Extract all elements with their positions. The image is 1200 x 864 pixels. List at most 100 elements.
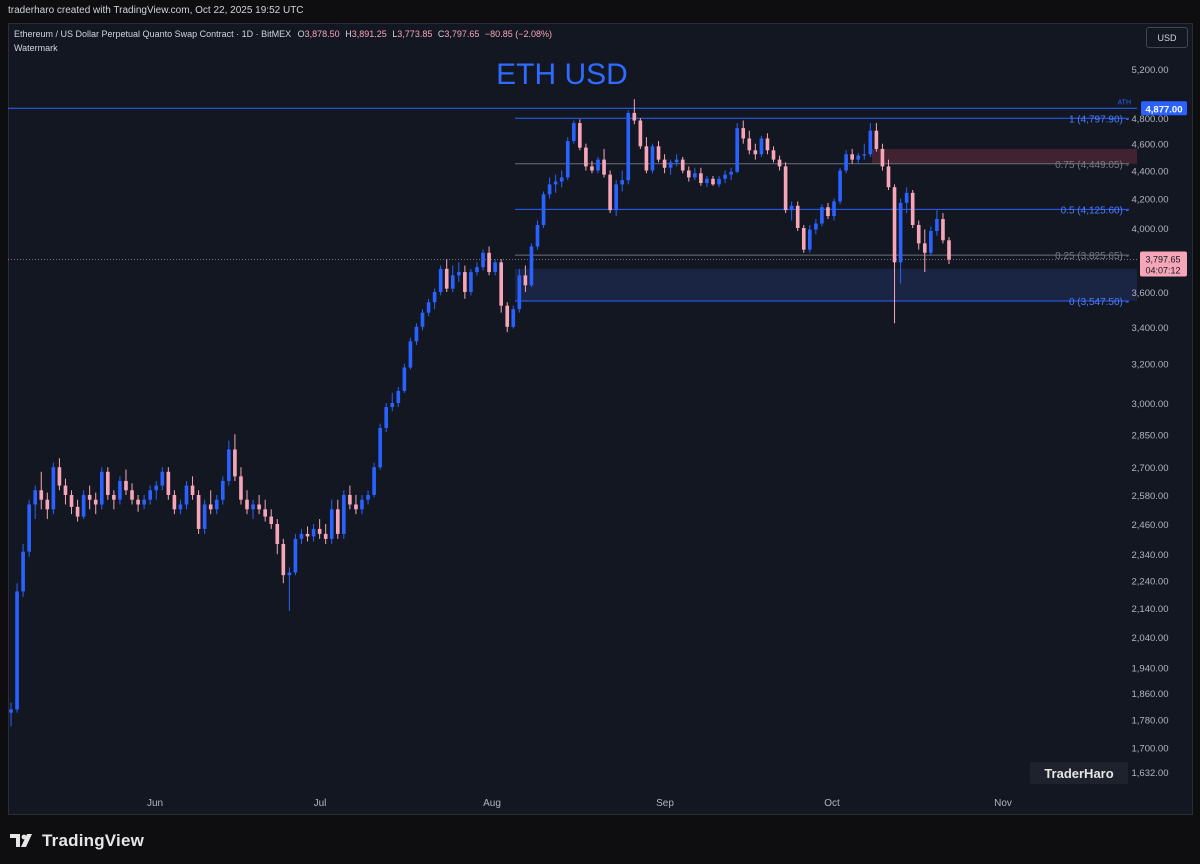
candle[interactable] <box>941 213 945 244</box>
candle[interactable] <box>39 471 44 510</box>
candle[interactable] <box>305 526 310 542</box>
candle[interactable] <box>184 480 189 510</box>
candle[interactable] <box>789 201 794 221</box>
candle[interactable] <box>323 524 328 544</box>
candle[interactable] <box>844 150 848 174</box>
candle[interactable] <box>735 123 740 174</box>
candle[interactable] <box>705 176 709 188</box>
candle[interactable] <box>27 499 31 557</box>
candle[interactable] <box>366 490 370 505</box>
candle[interactable] <box>602 148 606 178</box>
candle[interactable] <box>680 156 685 174</box>
candle[interactable] <box>820 204 824 227</box>
candle[interactable] <box>93 492 98 515</box>
candle[interactable] <box>584 143 588 171</box>
candle[interactable] <box>245 490 249 515</box>
candle[interactable] <box>517 268 522 313</box>
candle[interactable] <box>795 201 800 232</box>
candle[interactable] <box>233 434 237 481</box>
candle[interactable] <box>578 119 582 151</box>
candle[interactable] <box>777 155 782 171</box>
candle[interactable] <box>747 130 752 155</box>
candle[interactable] <box>311 524 316 542</box>
candle[interactable] <box>69 490 74 515</box>
candle[interactable] <box>136 494 140 512</box>
candle[interactable] <box>523 265 528 292</box>
candle[interactable] <box>208 490 213 515</box>
candle[interactable] <box>9 702 13 727</box>
candle[interactable] <box>172 490 177 515</box>
candle[interactable] <box>832 198 836 221</box>
tradingview-branding[interactable]: TradingView <box>10 826 144 856</box>
candle[interactable] <box>935 210 939 236</box>
candle[interactable] <box>608 170 612 214</box>
candle[interactable] <box>904 187 909 214</box>
candle[interactable] <box>644 137 649 174</box>
candle[interactable] <box>227 440 231 486</box>
candle[interactable] <box>886 159 891 191</box>
candle[interactable] <box>202 499 207 534</box>
candle[interactable] <box>190 476 195 500</box>
candle[interactable] <box>342 490 346 539</box>
candle[interactable] <box>929 226 933 256</box>
candle[interactable] <box>814 219 818 235</box>
candle[interactable] <box>916 220 921 250</box>
candle[interactable] <box>874 123 879 152</box>
candle[interactable] <box>450 265 455 292</box>
candle[interactable] <box>178 499 183 515</box>
candle[interactable] <box>87 485 92 510</box>
candle[interactable] <box>922 229 927 273</box>
candle[interactable] <box>329 499 334 544</box>
candle[interactable] <box>850 148 854 164</box>
candle[interactable] <box>717 176 721 188</box>
candle[interactable] <box>541 191 546 228</box>
candle[interactable] <box>693 167 697 181</box>
candle[interactable] <box>396 386 401 408</box>
candle[interactable] <box>469 268 473 296</box>
candle[interactable] <box>614 180 618 217</box>
candle[interactable] <box>269 509 274 529</box>
candle[interactable] <box>571 120 576 144</box>
candle[interactable] <box>481 249 485 271</box>
candle[interactable] <box>741 120 746 144</box>
candle[interactable] <box>51 462 56 515</box>
candle[interactable] <box>214 494 219 515</box>
candle[interactable] <box>880 143 885 171</box>
candle[interactable] <box>220 476 225 505</box>
candle[interactable] <box>124 469 128 495</box>
candle[interactable] <box>57 458 62 491</box>
candle[interactable] <box>251 499 255 520</box>
candle[interactable] <box>759 135 764 157</box>
candle[interactable] <box>529 243 534 287</box>
candle[interactable] <box>45 492 50 520</box>
candle[interactable] <box>281 538 286 584</box>
candle[interactable] <box>457 262 461 282</box>
candle[interactable] <box>15 583 19 713</box>
candle[interactable] <box>335 499 340 539</box>
candle[interactable] <box>475 262 479 276</box>
candle[interactable] <box>947 237 951 264</box>
candle[interactable] <box>838 167 842 205</box>
candle[interactable] <box>650 143 655 174</box>
candle[interactable] <box>414 323 419 345</box>
candle[interactable] <box>63 478 68 505</box>
candle[interactable] <box>21 543 25 597</box>
candle[interactable] <box>293 533 298 576</box>
candle[interactable] <box>765 133 770 155</box>
candle[interactable] <box>148 485 153 505</box>
candle[interactable] <box>99 467 104 510</box>
candle[interactable] <box>487 246 491 276</box>
candle[interactable] <box>463 265 467 299</box>
candle[interactable] <box>638 118 643 149</box>
candle[interactable] <box>656 141 661 163</box>
candle[interactable] <box>142 494 146 510</box>
candle[interactable] <box>317 519 322 539</box>
candle[interactable] <box>384 403 389 433</box>
candle[interactable] <box>154 480 159 500</box>
candle[interactable] <box>862 143 867 160</box>
candle[interactable] <box>287 567 292 611</box>
candle[interactable] <box>75 499 80 522</box>
candle[interactable] <box>378 423 382 470</box>
candle[interactable] <box>505 302 510 333</box>
